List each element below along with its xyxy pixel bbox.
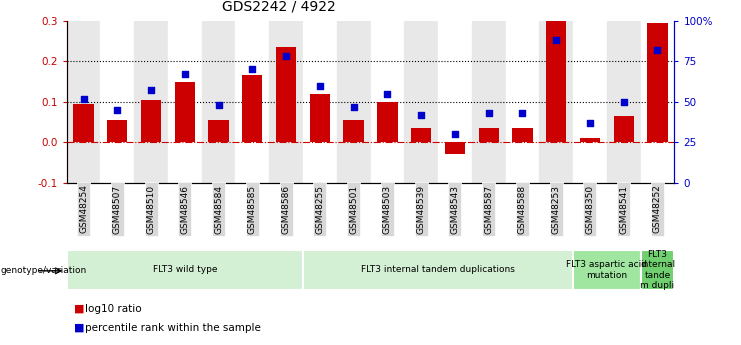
Text: GSM48585: GSM48585	[247, 185, 257, 234]
Bar	[67, 21, 101, 183]
Text: FLT3 internal tandem duplications: FLT3 internal tandem duplications	[361, 265, 515, 275]
Bar	[546, 21, 566, 142]
Text: GSM48501: GSM48501	[349, 185, 358, 234]
Text: ■: ■	[74, 304, 84, 314]
Text: GSM48588: GSM48588	[518, 185, 527, 234]
Bar	[405, 21, 438, 183]
Point	[314, 83, 326, 88]
Text: GSM48587: GSM48587	[484, 185, 494, 234]
Point	[382, 91, 393, 97]
Text: log10 ratio: log10 ratio	[85, 304, 142, 314]
Bar	[344, 120, 364, 142]
Bar	[336, 21, 370, 183]
FancyBboxPatch shape	[67, 250, 303, 290]
Bar	[640, 21, 674, 183]
Point	[651, 47, 663, 53]
Bar	[607, 21, 640, 183]
Text: GSM48510: GSM48510	[147, 185, 156, 234]
Bar	[141, 100, 162, 142]
Point	[145, 88, 157, 93]
Point	[348, 104, 359, 109]
Text: GSM48586: GSM48586	[282, 185, 290, 234]
Point	[584, 120, 596, 126]
Text: GSM48253: GSM48253	[551, 185, 561, 234]
Bar	[579, 138, 600, 142]
Text: ■: ■	[74, 323, 84, 333]
Point	[482, 110, 494, 116]
Bar	[168, 21, 202, 183]
FancyBboxPatch shape	[573, 250, 640, 290]
Point	[449, 131, 461, 137]
Bar	[411, 128, 431, 142]
Point	[415, 112, 427, 118]
Bar	[134, 21, 168, 183]
Text: genotype/variation: genotype/variation	[1, 266, 87, 275]
Bar	[445, 142, 465, 155]
Text: GSM48350: GSM48350	[585, 185, 594, 234]
Point	[78, 96, 90, 101]
Point	[551, 37, 562, 43]
Bar	[101, 21, 134, 183]
Point	[280, 53, 292, 59]
Bar	[539, 21, 573, 183]
Text: GSM48507: GSM48507	[113, 185, 122, 234]
Bar	[370, 21, 405, 183]
Text: GSM48543: GSM48543	[451, 185, 459, 234]
Bar	[107, 120, 127, 142]
Bar	[648, 23, 668, 142]
Bar	[269, 21, 303, 183]
Bar	[573, 21, 607, 183]
Point	[213, 102, 225, 108]
Bar	[276, 47, 296, 142]
Text: GSM48584: GSM48584	[214, 185, 223, 234]
Text: GSM48539: GSM48539	[416, 185, 425, 234]
Text: GSM48541: GSM48541	[619, 185, 628, 234]
Bar	[512, 128, 533, 142]
Bar	[479, 128, 499, 142]
Text: GSM48254: GSM48254	[79, 185, 88, 234]
Text: percentile rank within the sample: percentile rank within the sample	[85, 323, 261, 333]
Bar	[377, 102, 397, 142]
Point	[111, 107, 123, 112]
Bar	[303, 21, 336, 183]
Text: FLT3 wild type: FLT3 wild type	[153, 265, 217, 275]
Text: GSM48503: GSM48503	[383, 185, 392, 234]
Bar	[202, 21, 236, 183]
Point	[179, 71, 190, 77]
Text: GSM48546: GSM48546	[180, 185, 190, 234]
Bar	[505, 21, 539, 183]
FancyBboxPatch shape	[303, 250, 573, 290]
Bar	[73, 104, 93, 142]
Point	[247, 67, 259, 72]
Bar	[614, 116, 634, 142]
Text: FLT3 aspartic acid
mutation: FLT3 aspartic acid mutation	[566, 260, 648, 280]
Text: GDS2242 / 4922: GDS2242 / 4922	[222, 0, 336, 14]
Bar	[438, 21, 472, 183]
Bar	[472, 21, 505, 183]
Point	[516, 110, 528, 116]
Text: GSM48252: GSM48252	[653, 185, 662, 234]
Bar	[236, 21, 269, 183]
Text: FLT3
internal
tande
m dupli: FLT3 internal tande m dupli	[640, 250, 675, 290]
Text: GSM48255: GSM48255	[316, 185, 325, 234]
Bar	[175, 81, 195, 142]
Bar	[242, 76, 262, 142]
FancyBboxPatch shape	[640, 250, 674, 290]
Bar	[310, 94, 330, 142]
Point	[618, 99, 630, 105]
Bar	[208, 120, 229, 142]
